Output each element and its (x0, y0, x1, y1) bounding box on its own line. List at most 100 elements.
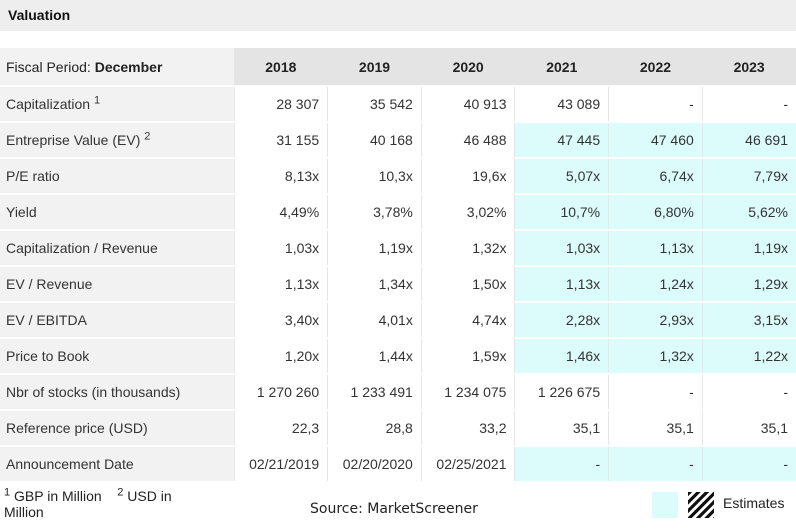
table-row: EV / EBITDA 3,40x 4,01x 4,74x 2,28x 2,93x 3,15… (0, 302, 796, 339)
row-label-text: Capitalization (6, 96, 91, 112)
table-cell: 1,34x (327, 266, 422, 303)
header-row: Fiscal Period: December 2018 2019 2020 2… (0, 48, 796, 87)
table-cell: 3,15x (701, 302, 796, 339)
table-cell: 40 168 (327, 122, 422, 159)
table-cell: 1,24x (608, 266, 703, 303)
valuation-table: Fiscal Period: December 2018 2019 2020 2… (0, 48, 796, 483)
row-label-text: EV / Revenue (6, 276, 93, 292)
table-cell: 33,2 (420, 410, 515, 447)
table-cell: 1,19x (701, 230, 796, 267)
table-cell: 1,32x (420, 230, 515, 267)
year-header: 2018 (234, 48, 328, 87)
table-row: Capitalization / Revenue 1,03x 1,19x 1,32x 1… (0, 230, 796, 267)
footnote-1-text: GBP in Million (10, 488, 102, 504)
fiscal-period-label: Fiscal Period: (6, 58, 95, 75)
row-label: Capitalization / Revenue (0, 230, 235, 267)
table-cell: 4,01x (327, 302, 422, 339)
year-header: 2022 (608, 48, 703, 87)
footnotes: 1 GBP in Million 2 USD in Million (4, 486, 214, 520)
estimates-legend-label: Estimates (723, 495, 785, 511)
footnote-marker: 2 (144, 130, 151, 143)
row-label: Capitalization 1 (0, 86, 235, 123)
table-cell: 1 234 075 (420, 374, 515, 411)
section-title-bar: Valuation (0, 0, 796, 31)
table-cell: 28 307 (233, 86, 328, 123)
row-label-text: Nbr of stocks (in thousands) (6, 384, 181, 400)
row-label-text: Announcement Date (6, 456, 134, 472)
table-cell: 1 270 260 (233, 374, 328, 411)
table-cell: 1,13x (233, 266, 328, 303)
table-cell: 1,03x (233, 230, 328, 267)
table-cell: - (608, 86, 703, 123)
table-cell: 1,50x (420, 266, 515, 303)
row-label: Announcement Date (0, 446, 235, 483)
table-cell: 1,03x (514, 230, 609, 267)
row-label-text: Reference price (USD) (6, 420, 148, 436)
table-cell: 5,07x (514, 158, 609, 195)
fiscal-period-value: December (94, 58, 163, 75)
table-cell: 10,3x (327, 158, 422, 195)
table-cell: 02/20/2020 (327, 446, 422, 483)
footnote-1-marker: 1 (4, 486, 11, 499)
table-cell: 46 488 (420, 122, 515, 159)
table-cell: 4,74x (420, 302, 515, 339)
table-cell: 3,02% (420, 194, 515, 231)
table-cell: 35,1 (608, 410, 703, 447)
table-cell: - (608, 446, 703, 483)
table-footer: 1 GBP in Million 2 USD in Million Source… (0, 484, 796, 529)
table-cell: 5,62% (701, 194, 796, 231)
estimate-swatch (652, 492, 678, 518)
table-cell: 35 542 (327, 86, 422, 123)
table-cell: 4,49% (233, 194, 328, 231)
row-label: EV / Revenue (0, 266, 235, 303)
table-cell: 8,13x (233, 158, 328, 195)
row-label: P/E ratio (0, 158, 235, 195)
table-row: Entreprise Value (EV) 2 31 155 40 168 46 48… (0, 122, 796, 159)
row-label: Nbr of stocks (in thousands) (0, 374, 235, 411)
footnote-2-marker: 2 (117, 486, 124, 499)
table-cell: 1,13x (608, 230, 703, 267)
table-cell: 6,74x (608, 158, 703, 195)
table-cell: 3,78% (327, 194, 422, 231)
table-cell: 1,13x (514, 266, 609, 303)
table-cell: 7,79x (701, 158, 796, 195)
row-label-text: EV / EBITDA (6, 312, 87, 328)
year-header: 2023 (702, 48, 796, 87)
table-cell: 6,80% (608, 194, 703, 231)
table-cell: 2,93x (608, 302, 703, 339)
table-cell: 47 445 (514, 122, 609, 159)
table-cell: 02/25/2021 (420, 446, 515, 483)
table-cell: 31 155 (233, 122, 328, 159)
table-cell: 43 089 (514, 86, 609, 123)
row-label: Entreprise Value (EV) 2 (0, 122, 235, 159)
footnote-marker: 1 (93, 94, 101, 107)
table-cell: 47 460 (608, 122, 703, 159)
table-cell: 35,1 (514, 410, 609, 447)
row-label-text: Price to Book (6, 348, 90, 364)
table-row: Nbr of stocks (in thousands) 1 270 260 1 2… (0, 374, 796, 411)
row-label: Price to Book (0, 338, 235, 375)
year-header: 2019 (327, 48, 422, 87)
table-cell: 40 913 (420, 86, 515, 123)
row-label: Reference price (USD) (0, 410, 235, 447)
table-cell: 22,3 (233, 410, 328, 447)
table-cell: 02/21/2019 (233, 446, 328, 483)
table-cell: - (608, 374, 703, 411)
table-cell: 19,6x (420, 158, 515, 195)
table-row: Yield 4,49% 3,78% 3,02% 10,7% 6,80% 5,62% (0, 194, 796, 231)
fiscal-period-header: Fiscal Period: December (0, 48, 235, 87)
table-row: Reference price (USD) 22,3 28,8 33,2 35,1 35,… (0, 410, 796, 447)
row-label-text: Capitalization / Revenue (6, 240, 158, 256)
table-cell: 1,20x (233, 338, 328, 375)
table-cell: - (701, 86, 796, 123)
hatched-swatch (688, 492, 714, 518)
table-row: P/E ratio 8,13x 10,3x 19,6x 5,07x 6,74x 7,79x (0, 158, 796, 195)
row-label: EV / EBITDA (0, 302, 235, 339)
row-label-text: Yield (6, 204, 37, 220)
table-row: Price to Book 1,20x 1,44x 1,59x 1,46x 1,32x 1,… (0, 338, 796, 375)
table-cell: 1,19x (327, 230, 422, 267)
section-title: Valuation (8, 7, 71, 23)
table-row: Capitalization 1 28 307 35 542 40 913 43 089… (0, 86, 796, 123)
row-label: Yield (0, 194, 235, 231)
table-cell: 2,28x (514, 302, 609, 339)
